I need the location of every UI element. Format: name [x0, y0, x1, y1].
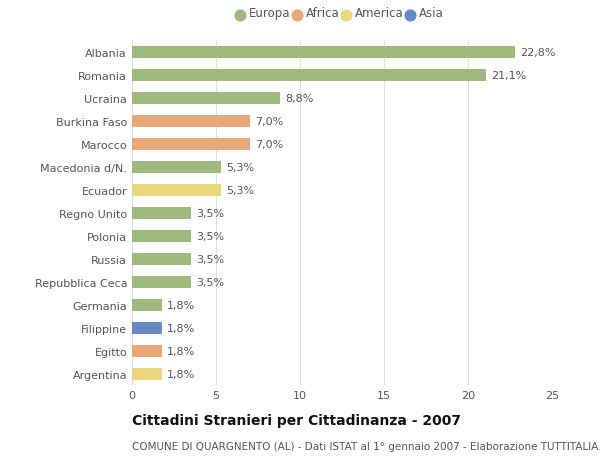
Text: 3,5%: 3,5% [196, 277, 224, 287]
Text: 5,3%: 5,3% [226, 185, 254, 196]
Text: 8,8%: 8,8% [285, 94, 313, 104]
Bar [132, 92, 280, 105]
Bar [132, 253, 191, 266]
Bar [132, 345, 162, 358]
Text: 7,0%: 7,0% [254, 140, 283, 150]
Text: 21,1%: 21,1% [491, 71, 527, 81]
Bar [132, 46, 515, 59]
Bar [132, 322, 162, 335]
Text: 1,8%: 1,8% [167, 369, 196, 379]
Text: 1,8%: 1,8% [167, 300, 196, 310]
Bar [132, 69, 487, 82]
Bar [132, 230, 191, 243]
Text: 3,5%: 3,5% [196, 254, 224, 264]
Text: 22,8%: 22,8% [520, 48, 556, 58]
Text: 3,5%: 3,5% [196, 208, 224, 218]
Bar [132, 115, 250, 128]
Bar [132, 207, 191, 220]
Legend: Europa, Africa, America, Asia: Europa, Africa, America, Asia [235, 2, 449, 25]
Text: 1,8%: 1,8% [167, 346, 196, 356]
Bar [132, 184, 221, 197]
Text: Cittadini Stranieri per Cittadinanza - 2007: Cittadini Stranieri per Cittadinanza - 2… [132, 413, 461, 427]
Text: 7,0%: 7,0% [254, 117, 283, 127]
Bar [132, 368, 162, 381]
Bar [132, 161, 221, 174]
Bar [132, 299, 162, 312]
Text: 1,8%: 1,8% [167, 323, 196, 333]
Text: 5,3%: 5,3% [226, 162, 254, 173]
Text: 3,5%: 3,5% [196, 231, 224, 241]
Text: COMUNE DI QUARGNENTO (AL) - Dati ISTAT al 1° gennaio 2007 - Elaborazione TUTTITA: COMUNE DI QUARGNENTO (AL) - Dati ISTAT a… [132, 441, 600, 451]
Bar [132, 276, 191, 289]
Bar [132, 138, 250, 151]
